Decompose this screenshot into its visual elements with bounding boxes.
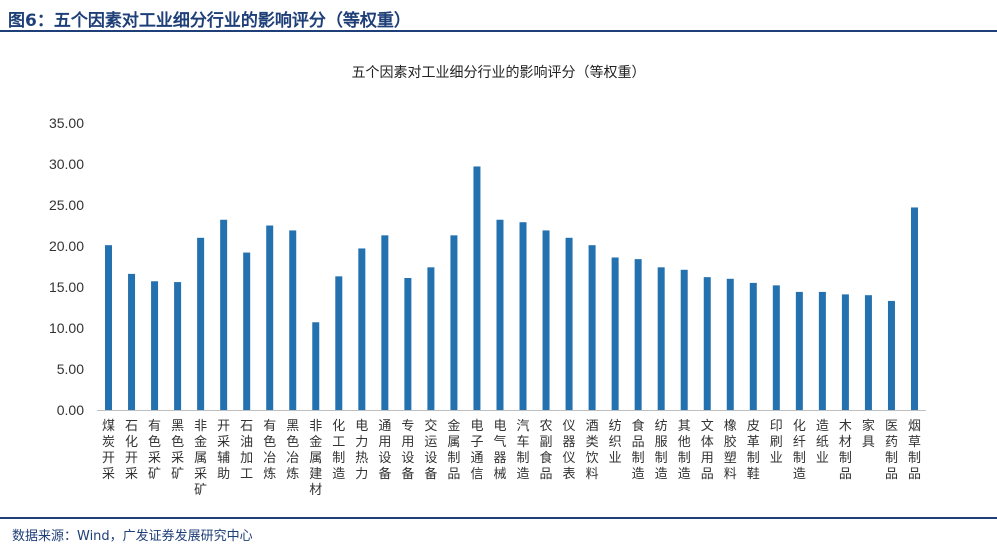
x-category-label: 通用设备 xyxy=(378,419,391,482)
x-category-label: 农副食品 xyxy=(540,419,553,482)
bar xyxy=(381,235,389,410)
x-category-label: 酒类饮料 xyxy=(586,419,599,482)
x-category-label: 非金属采矿 xyxy=(194,419,207,498)
y-tick-label: 0.00 xyxy=(57,402,84,418)
x-category-label: 食品制造 xyxy=(632,418,645,482)
bar xyxy=(565,237,573,410)
y-tick-label: 35.00 xyxy=(49,115,84,131)
y-tick-label: 30.00 xyxy=(49,156,84,172)
bar xyxy=(220,219,228,410)
x-category-label: 电气器械 xyxy=(493,419,506,482)
bar xyxy=(818,291,826,410)
bar xyxy=(657,267,665,410)
bar xyxy=(358,248,366,410)
x-category-label: 金属制品 xyxy=(447,418,460,482)
x-category-label: 纺服制造 xyxy=(655,419,668,482)
bar xyxy=(887,300,895,410)
x-category-label: 非金属建材 xyxy=(309,419,322,498)
x-category-label: 石化开采 xyxy=(125,419,138,482)
x-category-label: 皮革制鞋 xyxy=(747,419,760,482)
bar xyxy=(588,245,596,410)
x-category-label: 电力热力 xyxy=(355,419,368,482)
x-category-label: 汽车制造 xyxy=(517,419,530,482)
x-category-label: 家具 xyxy=(862,418,875,450)
bar xyxy=(795,291,803,410)
x-category-label: 煤炭开采 xyxy=(102,419,115,482)
bar xyxy=(910,207,918,410)
bar xyxy=(266,225,274,410)
bar xyxy=(174,282,182,410)
x-category-label: 造纸业 xyxy=(816,419,829,466)
x-category-label: 木材制品 xyxy=(839,419,852,482)
bar xyxy=(680,269,688,410)
bar xyxy=(312,322,320,410)
x-category-label: 印刷业 xyxy=(770,419,783,466)
bar-chart: 0.00 5.00 10.00 15.00 20.00 25.00 30.00 35.00 煤… xyxy=(49,115,926,498)
bars xyxy=(105,166,918,410)
y-tick-label: 5.00 xyxy=(57,361,84,377)
bar xyxy=(450,235,458,410)
bar xyxy=(772,285,780,410)
category-labels: 煤炭开采石化开采有色采矿黑色采矿非金属采矿开采辅助石油加工有色冶炼黑色冶炼非金属… xyxy=(102,418,921,498)
bar xyxy=(289,230,297,410)
y-tick-label: 25.00 xyxy=(49,197,84,213)
bar xyxy=(703,277,711,410)
bar xyxy=(634,259,642,410)
figure-header: 图6：五个因素对工业细分行业的影响评分（等权重） xyxy=(0,0,997,34)
bar xyxy=(864,295,872,410)
y-tick-label: 10.00 xyxy=(49,320,84,336)
bar xyxy=(519,222,527,410)
figure-label: 图6：五个因素对工业细分行业的影响评分（等权重） xyxy=(8,11,411,31)
bar xyxy=(749,282,757,410)
x-category-label: 医药制品 xyxy=(885,419,898,482)
bar xyxy=(611,257,619,410)
bar xyxy=(427,267,435,410)
x-category-label: 有色采矿 xyxy=(148,419,161,482)
bar xyxy=(726,278,734,410)
x-category-label: 仪器仪表 xyxy=(563,419,576,482)
x-category-label: 纺织业 xyxy=(609,419,622,466)
x-category-label: 交运设备 xyxy=(424,418,437,482)
chart-title: 五个因素对工业细分行业的影响评分（等权重） xyxy=(351,65,646,81)
bar xyxy=(151,281,159,410)
bar xyxy=(473,166,481,410)
bar xyxy=(841,294,849,410)
bar xyxy=(105,245,113,410)
x-category-label: 电子通信 xyxy=(470,419,483,482)
bar xyxy=(496,219,504,410)
x-category-label: 化工制造 xyxy=(332,419,345,482)
x-category-label: 化纤制造 xyxy=(793,419,806,482)
x-category-label: 开采辅助 xyxy=(217,419,230,482)
x-category-label: 专用设备 xyxy=(401,419,414,482)
bar xyxy=(197,237,205,410)
source-note: 数据来源：Wind，广发证券发展研究中心 xyxy=(12,529,253,544)
y-tick-label: 20.00 xyxy=(49,238,84,254)
y-tick-label: 15.00 xyxy=(49,279,84,295)
x-category-label: 有色冶炼 xyxy=(263,419,276,482)
x-category-label: 文体用品 xyxy=(701,419,714,482)
bar xyxy=(404,277,412,410)
bar xyxy=(335,276,343,410)
bar xyxy=(128,273,136,410)
x-category-label: 其他制造 xyxy=(678,419,691,482)
header-divider xyxy=(0,30,997,32)
x-category-label: 烟草制品 xyxy=(908,419,921,482)
x-category-label: 黑色采矿 xyxy=(171,419,184,482)
x-category-label: 黑色冶炼 xyxy=(286,419,299,482)
x-category-label: 橡胶塑料 xyxy=(724,419,737,482)
bar xyxy=(243,252,251,410)
footer-divider xyxy=(0,517,997,519)
y-axis-ticks: 0.00 5.00 10.00 15.00 20.00 25.00 30.00 35.00 xyxy=(49,115,84,418)
bar xyxy=(542,230,550,410)
x-category-label: 石油加工 xyxy=(240,419,253,482)
